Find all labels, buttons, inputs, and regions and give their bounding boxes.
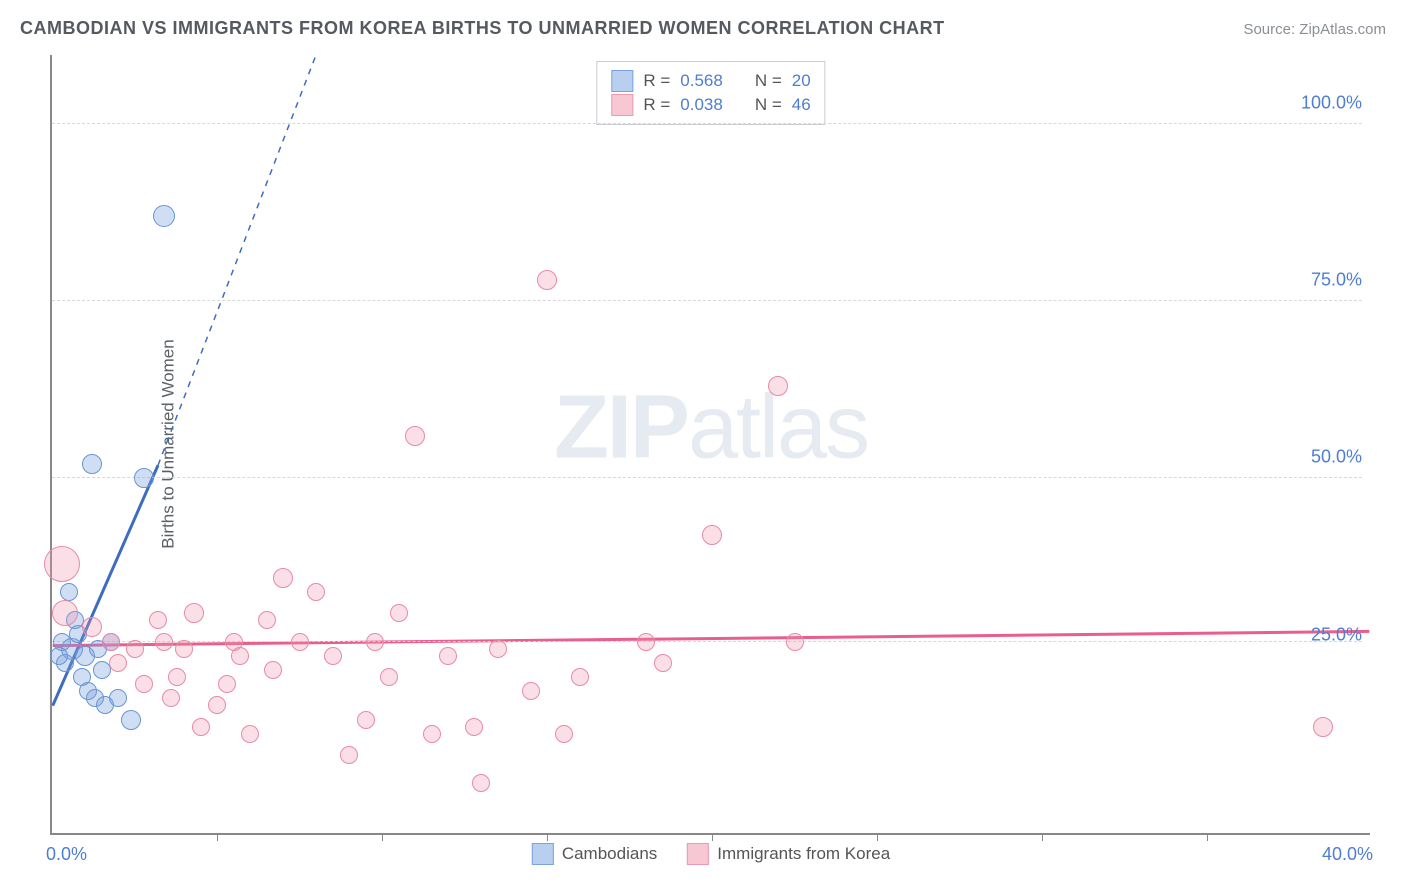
gridline [52, 300, 1362, 301]
data-point [465, 718, 483, 736]
data-point [489, 640, 507, 658]
x-tick [1207, 833, 1208, 841]
y-tick-label: 75.0% [1311, 270, 1362, 291]
y-tick-label: 100.0% [1301, 92, 1362, 113]
legend-swatch [611, 94, 633, 116]
data-point [121, 710, 141, 730]
data-point [134, 468, 154, 488]
legend-item: Cambodians [532, 843, 657, 865]
stat-row: R = 0.038 N = 46 [611, 94, 810, 116]
data-point [155, 633, 173, 651]
data-point [175, 640, 193, 658]
data-point [324, 647, 342, 665]
data-point [52, 600, 78, 626]
data-point [264, 661, 282, 679]
gridline [52, 641, 1362, 642]
data-point [258, 611, 276, 629]
legend-swatch [611, 70, 633, 92]
stat-r-label: R = [643, 95, 670, 115]
data-point [405, 426, 425, 446]
data-point [109, 689, 127, 707]
data-point [654, 654, 672, 672]
data-point [340, 746, 358, 764]
stat-n-value: 46 [792, 95, 811, 115]
stat-n-label: N = [755, 71, 782, 91]
data-point [472, 774, 490, 792]
x-tick-label: 0.0% [46, 844, 87, 865]
data-point [423, 725, 441, 743]
plot-area: Births to Unmarried Women ZIPatlas R = 0… [50, 55, 1370, 835]
stat-n-value: 20 [792, 71, 811, 91]
data-point [102, 633, 120, 651]
data-point [231, 647, 249, 665]
data-point [241, 725, 259, 743]
data-point [357, 711, 375, 729]
data-point [439, 647, 457, 665]
watermark: ZIPatlas [554, 377, 868, 480]
data-point [60, 583, 78, 601]
x-tick [712, 833, 713, 841]
data-point [184, 603, 204, 623]
x-tick-label: 40.0% [1322, 844, 1373, 865]
data-point [1313, 717, 1333, 737]
source-attribution: Source: ZipAtlas.com [1243, 21, 1386, 38]
data-point [208, 696, 226, 714]
data-point [366, 633, 384, 651]
data-point [537, 270, 557, 290]
data-point [637, 633, 655, 651]
data-point [291, 633, 309, 651]
data-point [702, 525, 722, 545]
data-point [273, 568, 293, 588]
data-point [82, 617, 102, 637]
x-tick [1042, 833, 1043, 841]
data-point [380, 668, 398, 686]
data-point [768, 376, 788, 396]
data-point [50, 647, 68, 665]
title-bar: CAMBODIAN VS IMMIGRANTS FROM KOREA BIRTH… [20, 18, 1386, 39]
correlation-stats-box: R = 0.568 N = 20 R = 0.038 N = 46 [596, 61, 825, 125]
trend-lines [52, 55, 1370, 833]
data-point [390, 604, 408, 622]
stat-r-label: R = [643, 71, 670, 91]
data-point [786, 633, 804, 651]
x-tick [877, 833, 878, 841]
y-tick-label: 25.0% [1311, 624, 1362, 645]
data-point [44, 546, 80, 582]
data-point [218, 675, 236, 693]
gridline [52, 123, 1362, 124]
data-point [307, 583, 325, 601]
x-tick [217, 833, 218, 841]
data-point [126, 640, 144, 658]
data-point [522, 682, 540, 700]
data-point [93, 661, 111, 679]
data-point [109, 654, 127, 672]
legend-label: Cambodians [562, 844, 657, 864]
legend-label: Immigrants from Korea [717, 844, 890, 864]
stat-row: R = 0.568 N = 20 [611, 70, 810, 92]
data-point [135, 675, 153, 693]
stat-n-label: N = [755, 95, 782, 115]
legend-swatch [532, 843, 554, 865]
data-point [168, 668, 186, 686]
data-point [149, 611, 167, 629]
data-point [571, 668, 589, 686]
data-point [153, 205, 175, 227]
data-point [192, 718, 210, 736]
bottom-legend: Cambodians Immigrants from Korea [532, 843, 890, 865]
data-point [555, 725, 573, 743]
legend-item: Immigrants from Korea [687, 843, 890, 865]
chart-title: CAMBODIAN VS IMMIGRANTS FROM KOREA BIRTH… [20, 18, 945, 39]
stat-r-value: 0.568 [680, 71, 723, 91]
stat-r-value: 0.038 [680, 95, 723, 115]
x-tick [382, 833, 383, 841]
x-tick [547, 833, 548, 841]
y-axis-label: Births to Unmarried Women [159, 339, 179, 548]
data-point [162, 689, 180, 707]
y-tick-label: 50.0% [1311, 447, 1362, 468]
gridline [52, 477, 1362, 478]
data-point [82, 454, 102, 474]
legend-swatch [687, 843, 709, 865]
